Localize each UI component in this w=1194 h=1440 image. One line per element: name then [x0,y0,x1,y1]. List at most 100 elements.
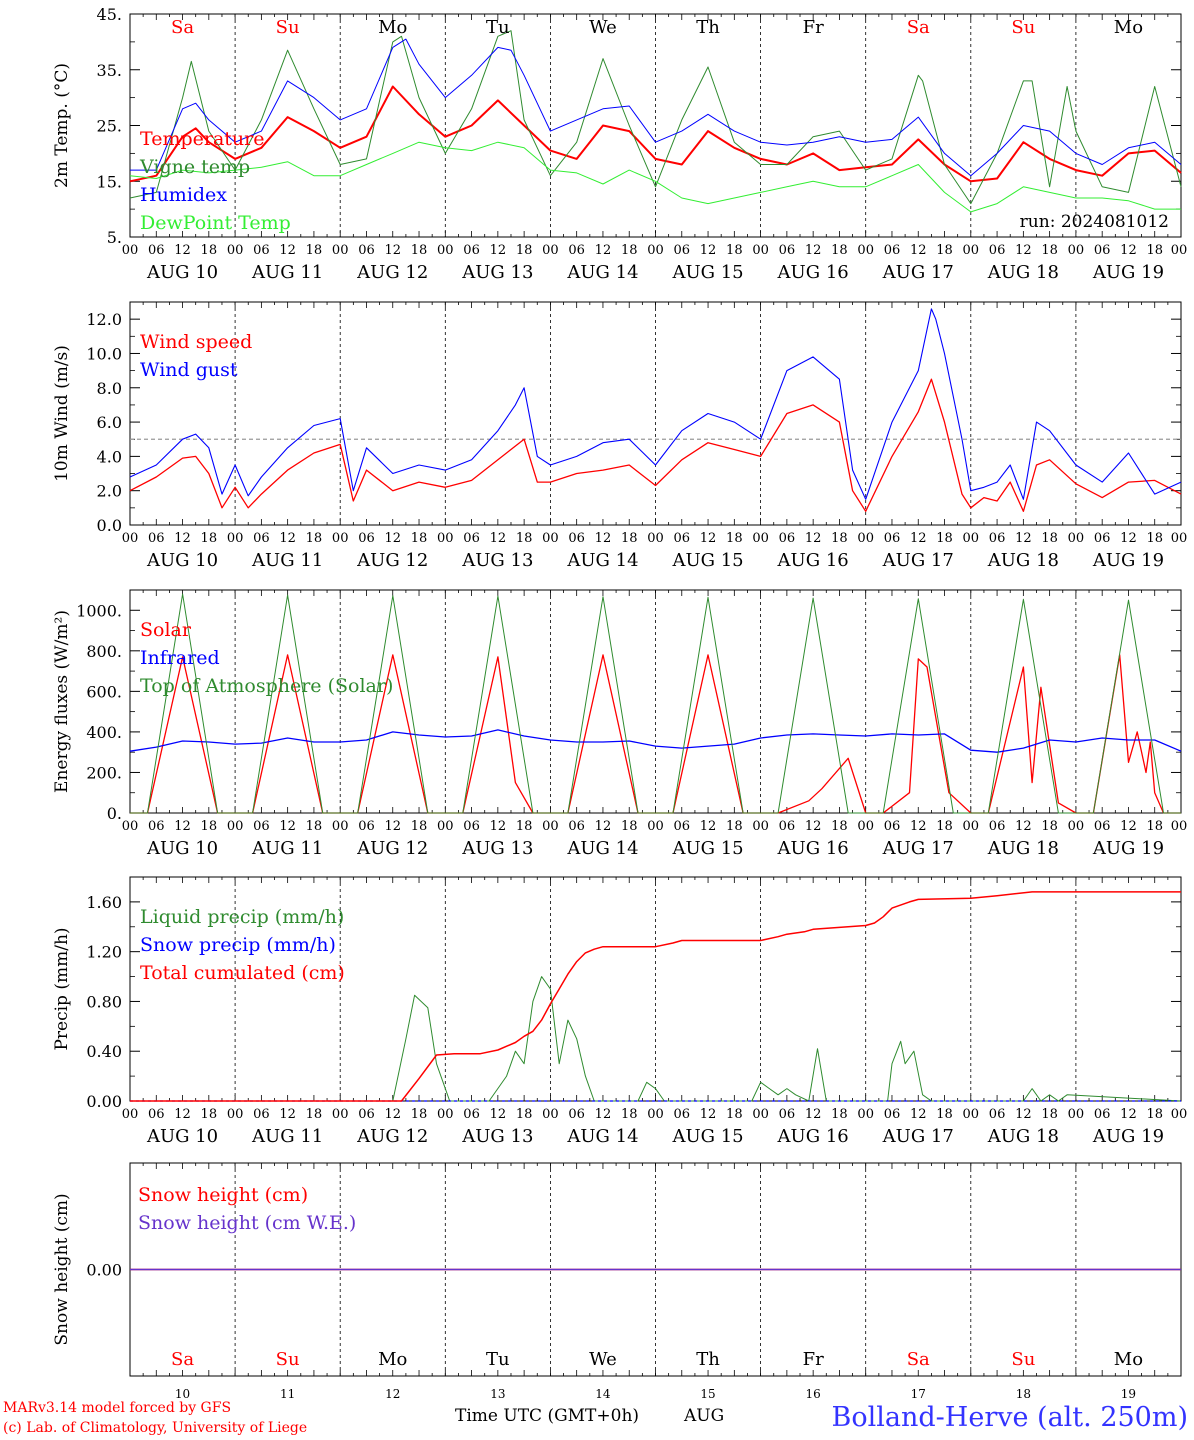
hour-tick-label: 00 [857,243,874,258]
hour-tick-label: 12 [279,1107,296,1122]
hour-tick-label: 18 [411,1107,428,1122]
date-label: AUG 15 [671,262,743,283]
hour-tick-label: 06 [148,531,165,546]
hour-tick-label: 06 [1094,243,1111,258]
weekday-label: Su [1011,17,1035,38]
day-number-label: 11 [280,1387,295,1401]
legend-entry: Snow precip (mm/h) [140,934,336,956]
series-line-wind-gust [129,308,1182,500]
hour-tick-label: 06 [779,819,796,834]
y-tick-label: 25. [97,117,122,136]
x-axis-label: Time UTC (GMT+0h) [455,1406,640,1426]
hour-tick-label: 18 [831,243,848,258]
hour-tick-label: 00 [227,531,244,546]
date-label: AUG 15 [671,550,743,571]
hour-tick-label: 06 [884,819,901,834]
hour-tick-label: 12 [174,819,191,834]
hour-tick-label: 06 [568,243,585,258]
panel-frame [129,589,1182,814]
hour-tick-label: 06 [1094,1107,1111,1122]
hour-tick-label: 18 [1041,1107,1058,1122]
hour-tick-label: 12 [490,531,507,546]
legend-entry: Total cumulated (cm) [140,962,345,984]
date-label: AUG 12 [356,262,428,283]
hour-tick-label: 06 [1094,819,1111,834]
hour-tick-label: 12 [490,243,507,258]
hour-tick-label: 00 [752,819,769,834]
hour-tick-label: 18 [516,243,533,258]
date-label: AUG 19 [1092,262,1164,283]
hour-tick-label: 00 [542,1107,559,1122]
hour-tick-label: 12 [910,819,927,834]
hour-tick-label: 00 [437,243,454,258]
weekday-label: Mo [1114,17,1143,38]
model-credit: MARv3.14 model forced by GFS [3,1400,232,1416]
date-label: AUG 14 [566,838,638,859]
y-tick-label: 1.20 [86,943,122,962]
hour-tick-label: 06 [989,819,1006,834]
hour-tick-label: 12 [1120,1107,1137,1122]
hour-tick-label: 06 [674,819,691,834]
series-line-wind-speed [129,378,1182,512]
hour-tick-label: 18 [831,531,848,546]
hour-tick-label: 18 [621,1107,638,1122]
hour-tick-label: 12 [805,531,822,546]
weekday-label: Su [1011,1349,1035,1370]
legend-entry: Wind gust [140,359,238,381]
hour-tick-label: 00 [752,243,769,258]
series-line-infrared [129,729,1182,753]
hour-tick-label: 06 [148,1107,165,1122]
date-label: AUG 17 [882,550,954,571]
hour-tick-label: 12 [700,243,717,258]
y-tick-label: 6.0 [97,413,122,432]
hour-tick-label: 12 [279,243,296,258]
y-tick-label: 12.0 [86,310,122,329]
y-tick-label: 45. [97,5,122,24]
hour-tick-label: 18 [306,819,323,834]
hour-tick-label: 00 [1068,243,1085,258]
hour-tick-label: 00 [122,243,139,258]
hour-tick-label: 00 [1171,531,1188,546]
hour-tick-label: 12 [700,531,717,546]
hour-tick-label: 06 [884,531,901,546]
hour-tick-label: 06 [674,531,691,546]
hour-tick-label: 06 [463,1107,480,1122]
hour-tick-label: 06 [674,243,691,258]
hour-tick-label: 18 [1041,531,1058,546]
hour-tick-label: 12 [1120,531,1137,546]
hour-tick-label: 06 [989,531,1006,546]
hour-tick-label: 00 [963,1107,980,1122]
hour-tick-label: 12 [910,1107,927,1122]
weekday-label: Fr [803,17,824,38]
legend-entry: Liquid precip (mm/h) [140,906,344,928]
hour-tick-label: 00 [1171,819,1188,834]
hour-tick-label: 18 [411,243,428,258]
hour-tick-label: 18 [306,1107,323,1122]
y-tick-label: 0. [107,804,122,823]
date-label: AUG 13 [461,1126,533,1147]
date-label: AUG 14 [566,262,638,283]
hour-tick-label: 00 [857,1107,874,1122]
legend-entry: Infrared [140,647,220,669]
hour-tick-label: 18 [201,243,218,258]
hour-tick-label: 00 [647,531,664,546]
weekday-label: Su [276,17,300,38]
weekday-label: Su [276,1349,300,1370]
hour-tick-label: 06 [463,243,480,258]
hour-tick-label: 00 [542,819,559,834]
legend-entry: Vigne temp [139,156,250,178]
weekday-label: Th [696,17,720,38]
hour-tick-label: 12 [1015,531,1032,546]
weekday-label: Sa [171,1349,194,1370]
hour-tick-label: 00 [332,819,349,834]
weekday-label: Tu [486,17,510,38]
hour-tick-label: 00 [1068,531,1085,546]
hour-tick-label: 18 [726,1107,743,1122]
hour-tick-label: 18 [726,243,743,258]
y-axis-title: 2m Temp. (°C) [52,63,72,188]
hour-tick-label: 18 [726,819,743,834]
hour-tick-label: 00 [437,1107,454,1122]
weekday-label: We [589,1349,617,1370]
legend-entry: DewPoint Temp [140,212,291,234]
hour-tick-label: 18 [411,819,428,834]
